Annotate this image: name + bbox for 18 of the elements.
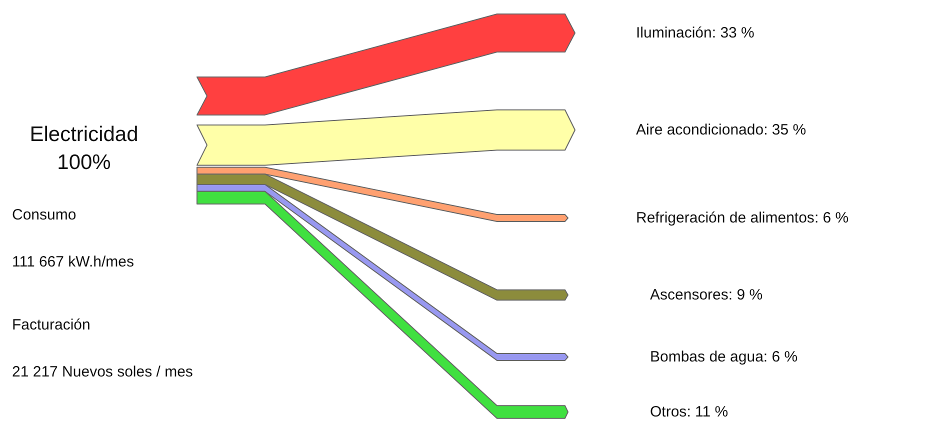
- text: Facturación: [12, 316, 90, 334]
- text: 100%: [57, 151, 111, 175]
- data-label: : 35 %: [764, 122, 806, 138]
- category-label: Iluminación: [636, 24, 712, 42]
- text: Consumo: [12, 206, 76, 224]
- data-label: : 6 %: [814, 210, 849, 226]
- category-label: Refrigeración de alimentos: [636, 210, 814, 226]
- category-label: Aire acondicionado: [636, 122, 764, 138]
- text: 111 667 kW.h/mes: [12, 254, 134, 270]
- data-label: : 33 %: [712, 24, 754, 42]
- data-label: : 6 %: [763, 348, 798, 366]
- text: Electricidad: [30, 123, 138, 147]
- text: 21 217 Nuevos soles / mes: [12, 364, 193, 380]
- category-label: Bombas de agua: [650, 348, 764, 366]
- category-label: Ascensores: [650, 286, 728, 304]
- data-label: : 9 %: [728, 286, 763, 304]
- category-label: Otros: [650, 404, 687, 420]
- data-label: : 11 %: [686, 404, 728, 420]
